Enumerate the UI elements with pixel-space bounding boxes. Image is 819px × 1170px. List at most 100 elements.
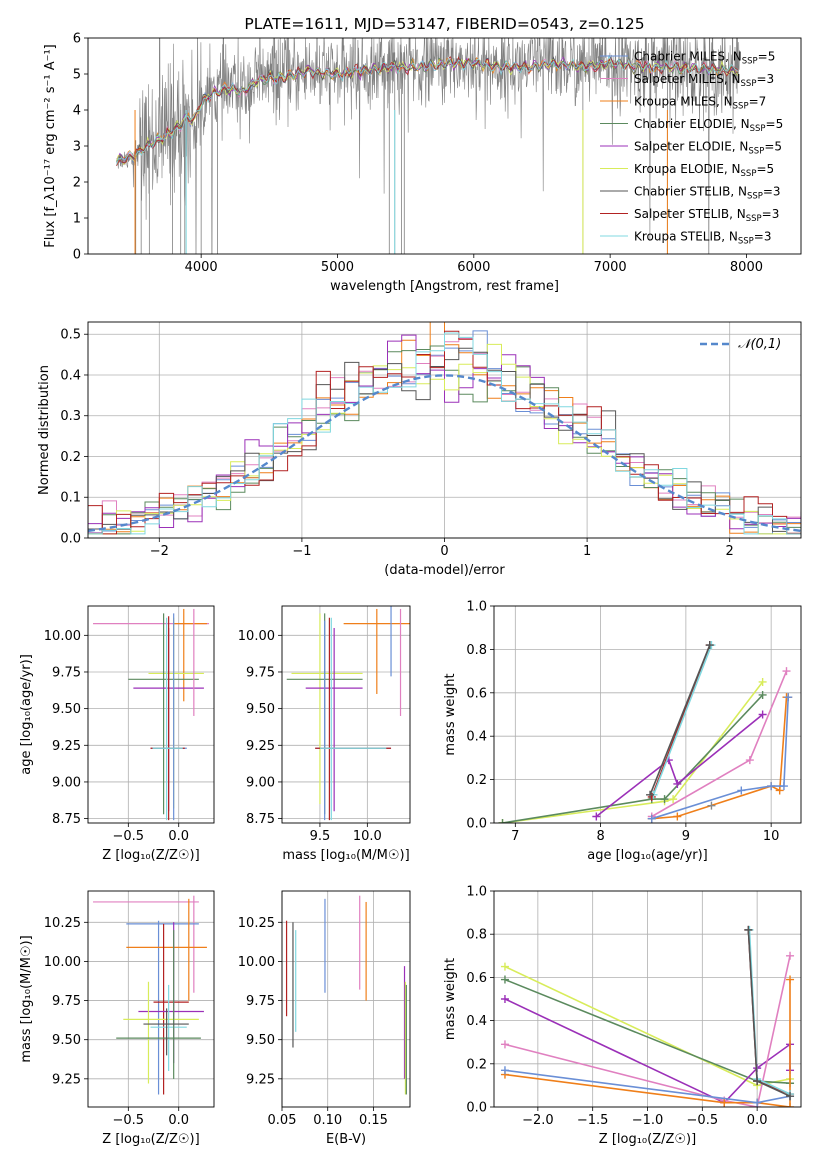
weight-marker xyxy=(500,975,509,984)
y-tick-label: 1.0 xyxy=(466,600,487,615)
x-axis-label: E(B-V) xyxy=(326,1132,366,1147)
weight-marker xyxy=(744,925,753,934)
x-tick-label: 0.15 xyxy=(359,1113,388,1128)
y-tick-label: 0.8 xyxy=(466,928,487,943)
weight-marker xyxy=(673,779,682,788)
y-tick-label: 9.00 xyxy=(52,775,81,790)
y-tick-label: 0.0 xyxy=(60,532,81,547)
legend-entry: Chabrier STELIB, NSSP=3 xyxy=(634,185,781,202)
x-tick-label: 0.05 xyxy=(268,1113,297,1128)
chart-title: PLATE=1611, MJD=53147, FIBERID=0543, z=0… xyxy=(244,15,644,33)
y-axis-label: mass [log₁₀(M/M☉)] xyxy=(19,935,34,1062)
legend-entry: Kroupa STELIB, NSSP=3 xyxy=(634,230,772,247)
y-tick-label: 10.25 xyxy=(238,916,275,931)
y-tick-label: 9.25 xyxy=(246,1072,275,1087)
x-tick-label: 6000 xyxy=(457,260,490,275)
normal-curve-line xyxy=(88,374,801,533)
weight-marker xyxy=(498,819,507,823)
axes-frame xyxy=(87,605,215,824)
x-tick-label: 7000 xyxy=(594,260,627,275)
weight-lines xyxy=(500,925,795,1107)
y-tick-label: 0 xyxy=(73,248,81,263)
model-fit-line xyxy=(116,56,739,163)
y-tick-label: 9.75 xyxy=(52,665,81,680)
axes-frame xyxy=(493,605,802,824)
y-tick-label: 9.50 xyxy=(52,702,81,717)
weight-lines xyxy=(498,641,793,823)
legend-entry: Salpeter STELIB, NSSP=3 xyxy=(634,207,779,224)
weight-marker xyxy=(669,795,678,804)
x-axis-label: wavelength [Angstrom, rest frame] xyxy=(330,279,559,294)
weight-series-line xyxy=(652,644,713,796)
weight-marker xyxy=(500,1040,509,1049)
weight_vs_Z-panel: −2.0 −1.5 −1.0 −0.5 0.0 0.0 0.2 0.4 0.6 0.8 1.0 Z [… xyxy=(443,885,802,1147)
x-tick-label: 5000 xyxy=(321,260,354,275)
weight-marker xyxy=(779,782,788,791)
x-tick-label: −1 xyxy=(292,544,311,559)
y-axis-label: Normed distribution xyxy=(37,365,52,495)
x-tick-label: 7 xyxy=(511,829,519,844)
weight-marker xyxy=(782,667,791,676)
x-tick-label: 2 xyxy=(726,544,734,559)
model-fit-line xyxy=(116,54,739,165)
weight-marker xyxy=(758,677,767,686)
weight-marker xyxy=(767,782,776,791)
spectrum-panel: 4000 5000 6000 7000 8000 0 1 2 3 4 5 6 wavelength [A… xyxy=(43,15,802,294)
x-tick-label: 10.0 xyxy=(353,829,382,844)
errorbars xyxy=(285,895,407,1095)
weight-marker xyxy=(737,786,746,795)
histograms xyxy=(88,322,801,535)
y-tick-label: 0.0 xyxy=(466,817,487,832)
y-tick-label: 4 xyxy=(73,104,81,119)
x-tick-label: 0.0 xyxy=(747,1113,768,1128)
x-axis-label: (data-model)/error xyxy=(384,563,505,578)
y-tick-label: 9.00 xyxy=(246,775,275,790)
weight-marker xyxy=(705,641,714,650)
weight-marker xyxy=(786,951,795,960)
x-tick-label: 1 xyxy=(583,544,591,559)
x-tick-label: 0.0 xyxy=(168,829,189,844)
weight-marker xyxy=(753,1098,762,1107)
y-tick-label: 0.4 xyxy=(60,368,81,383)
y-tick-label: 10.00 xyxy=(238,629,275,644)
y-axis-label: age [log₁₀(age/yr)] xyxy=(19,654,34,775)
weight-marker xyxy=(500,962,509,971)
weight-marker xyxy=(786,1103,795,1107)
y-axis-label: mass weight xyxy=(443,673,458,755)
y-tick-label: 6 xyxy=(73,32,81,47)
x-tick-label: −0.5 xyxy=(687,1113,719,1128)
weight-marker xyxy=(646,790,655,799)
axes-frame xyxy=(87,890,215,1108)
age_vs_Z-panel: −0.5 0.0 8.75 9.00 9.25 9.50 9.75 10.00 Z [log₁₀… xyxy=(19,605,215,863)
y-tick-label: 0.6 xyxy=(466,971,487,986)
weight-marker xyxy=(647,814,656,823)
y-tick-label: 0.4 xyxy=(466,1014,487,1029)
x-axis-label: Z [log₁₀(Z/Z☉)] xyxy=(599,1132,696,1147)
x-tick-label: −0.5 xyxy=(113,829,145,844)
x-axis-label: age [log₁₀(age/yr)] xyxy=(587,848,708,863)
axes-frame xyxy=(281,890,411,1108)
weight-series-line xyxy=(747,929,791,1095)
x-axis-label: mass [log₁₀(M/M☉)] xyxy=(282,848,409,863)
weight-marker xyxy=(786,975,795,984)
y-tick-label: 10.00 xyxy=(238,955,275,970)
errorbars xyxy=(286,606,410,821)
x-tick-label: 10 xyxy=(763,829,780,844)
weight-series-line xyxy=(595,713,764,818)
y-tick-label: 10.00 xyxy=(44,955,81,970)
x-tick-label: −1.0 xyxy=(632,1113,664,1128)
weight-marker xyxy=(660,795,669,804)
histogram-step xyxy=(88,332,801,535)
y-tick-label: 9.25 xyxy=(52,739,81,754)
weight-marker xyxy=(720,1098,729,1107)
x-tick-label: −2 xyxy=(150,544,169,559)
y-tick-label: 0.2 xyxy=(466,1057,487,1072)
mass_vs_EBV-panel: 0.05 0.10 0.15 9.25 9.50 9.75 10.00 10.25 E(B-V) xyxy=(238,890,411,1147)
y-tick-label: 0.4 xyxy=(466,730,487,745)
y-tick-label: 9.50 xyxy=(52,1033,81,1048)
legend-entry: Kroupa MILES, NSSP=7 xyxy=(634,95,766,112)
weight-marker xyxy=(592,812,601,821)
y-tick-label: 0.0 xyxy=(466,1101,487,1116)
y-axis-label: Flux [f_λ10⁻¹⁷ erg cm⁻² s⁻¹ A⁻¹] xyxy=(43,44,58,248)
